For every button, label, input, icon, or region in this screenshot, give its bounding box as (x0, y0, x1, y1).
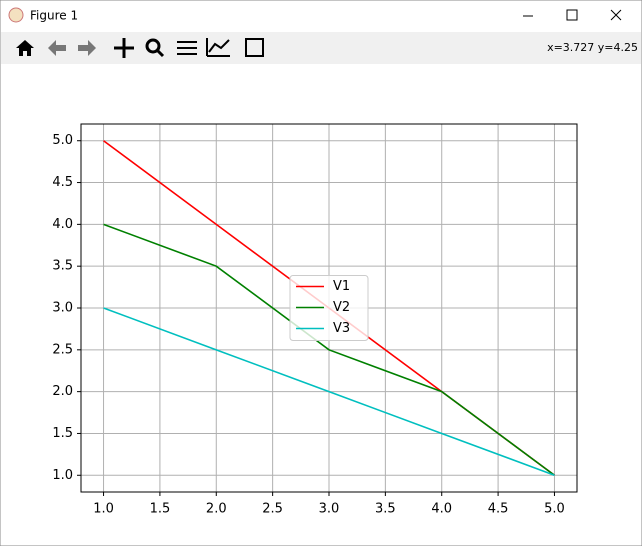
legend-label: V3 (333, 321, 350, 336)
y-tick-label: 2.0 (52, 384, 73, 399)
zoom-button[interactable] (145, 38, 165, 58)
legend-label: V1 (333, 279, 350, 294)
home-button[interactable] (16, 40, 34, 56)
status-text: x=3.727 y=4.25 (547, 41, 638, 54)
x-tick-label: 4.0 (431, 502, 452, 517)
y-tick-label: 2.5 (52, 342, 73, 357)
subplots-button[interactable] (177, 41, 197, 55)
y-tick-label: 5.0 (52, 133, 73, 148)
y-tick-label: 3.0 (52, 301, 73, 316)
customize-button[interactable] (206, 38, 230, 57)
x-tick-label: 1.5 (150, 502, 171, 517)
forward-button[interactable] (78, 40, 96, 56)
x-tick-label: 1.0 (93, 502, 114, 517)
pan-button[interactable] (114, 38, 134, 58)
axes-frame (80, 123, 578, 493)
y-tick-label: 1.0 (52, 468, 73, 483)
x-tick-label: 3.0 (319, 502, 340, 517)
close-button[interactable] (610, 9, 622, 21)
legend-label: V2 (333, 300, 350, 315)
y-tick-label: 1.5 (52, 426, 73, 441)
legend-box (289, 275, 369, 341)
maximize-button[interactable] (566, 9, 578, 21)
plot: 1.0 1.5 2.0 2.5 3.0 3.5 4.0 4.5 5.0 1.0 1.5 2.0 2.5 3… (52, 123, 578, 517)
save-button[interactable] (245, 38, 264, 57)
data-line (103, 307, 555, 477)
back-button[interactable] (48, 40, 66, 56)
x-tick-label: 5.0 (544, 502, 565, 517)
x-tick-label: 3.5 (375, 502, 396, 517)
y-tick-label: 3.5 (52, 259, 73, 274)
y-tick-label: 4.0 (52, 217, 73, 232)
x-tick-label: 2.0 (206, 502, 227, 517)
x-tick-label: 4.5 (488, 502, 509, 517)
data-line (103, 223, 555, 476)
window-title: Figure 1 (30, 9, 78, 23)
toolbar (1, 32, 641, 64)
x-tick-label: 2.5 (262, 502, 283, 517)
app-icon (8, 7, 24, 23)
y-tick-label: 4.5 (52, 175, 73, 190)
